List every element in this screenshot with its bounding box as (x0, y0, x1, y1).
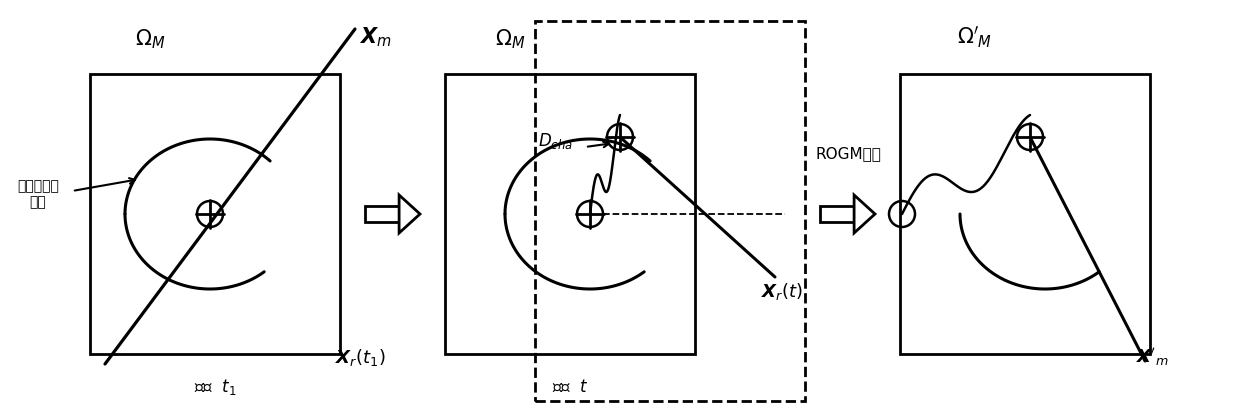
Text: $\boldsymbol{X}_r(t_1)$: $\boldsymbol{X}_r(t_1)$ (335, 346, 385, 368)
Text: $\Omega'_M$: $\Omega'_M$ (958, 24, 992, 50)
Text: $\boldsymbol{X}_m$: $\boldsymbol{X}_m$ (359, 25, 392, 49)
Polygon shape (854, 195, 875, 233)
Bar (445, 74, 695, 354)
Text: 时刻  $t$: 时刻 $t$ (551, 378, 589, 396)
Text: $\boldsymbol{X}'_m$: $\boldsymbol{X}'_m$ (1136, 346, 1168, 368)
Text: $\boldsymbol{X}_r(t)$: $\boldsymbol{X}_r(t)$ (761, 281, 803, 301)
Bar (535, 21, 805, 401)
Text: $\Omega_M$: $\Omega_M$ (494, 27, 525, 51)
Text: $\Omega_M$: $\Omega_M$ (135, 27, 165, 51)
Polygon shape (820, 206, 854, 222)
Polygon shape (399, 195, 420, 233)
Bar (900, 74, 1150, 354)
Polygon shape (366, 206, 399, 222)
Text: 时刻  $t_1$: 时刻 $t_1$ (193, 377, 237, 397)
Bar (90, 74, 339, 354)
Text: ROGM移动: ROGM移动 (815, 146, 881, 162)
Text: 移动机器人
轨迹: 移动机器人 轨迹 (17, 179, 59, 209)
Text: $D_{cha}$: $D_{cha}$ (538, 131, 572, 151)
